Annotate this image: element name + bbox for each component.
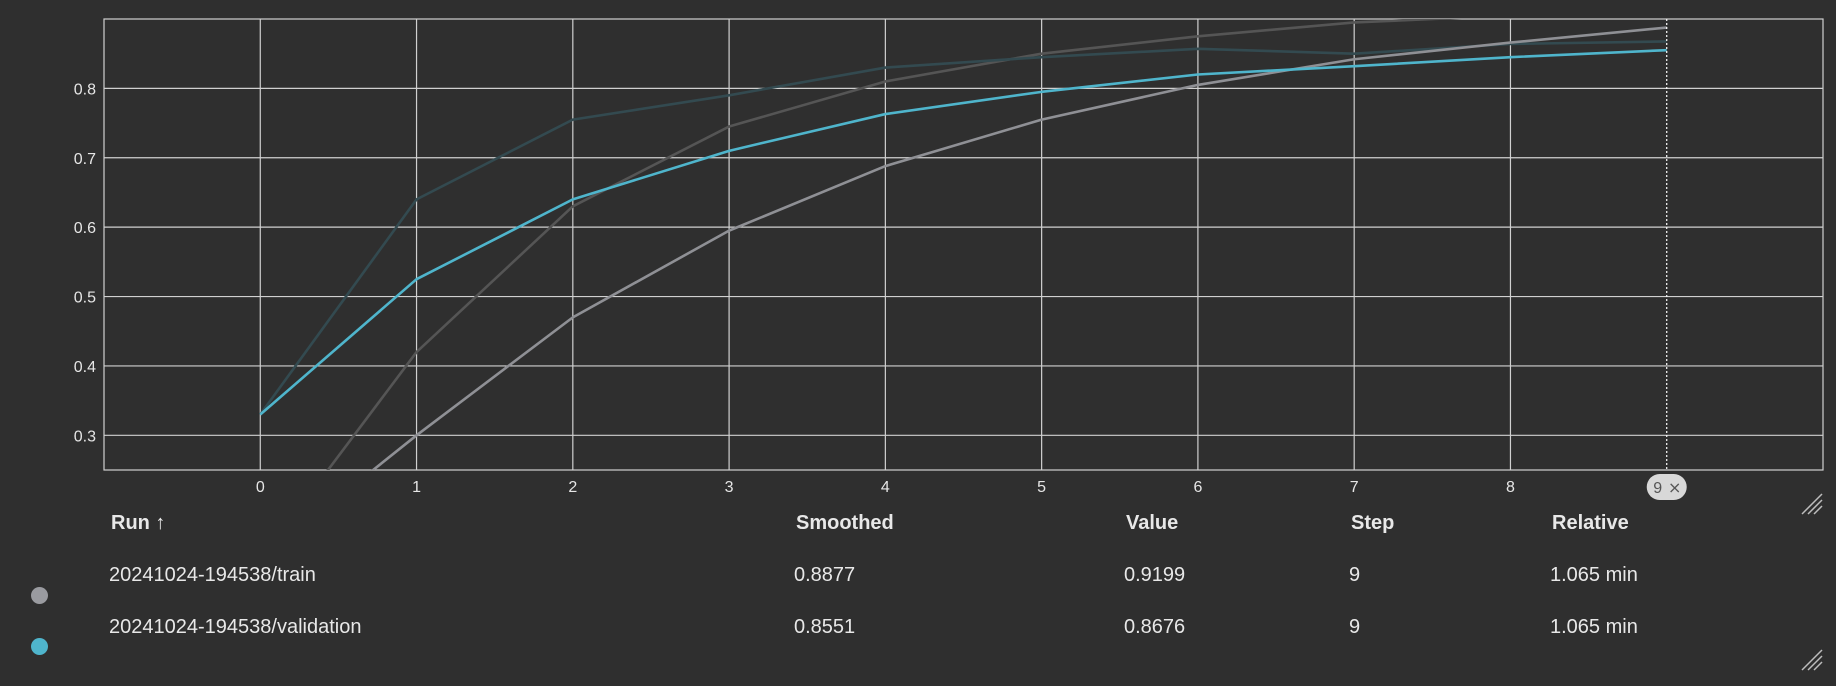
- cursor-step-label: 9: [1653, 480, 1662, 497]
- y-tick-label: 0.3: [74, 428, 96, 445]
- run-color-dot-validation[interactable]: [31, 638, 48, 655]
- x-tick-label: 0: [256, 479, 265, 496]
- close-icon[interactable]: ×: [1668, 478, 1681, 497]
- y-tick-label: 0.5: [74, 290, 96, 307]
- run-name: 20241024-194538/train: [109, 564, 316, 586]
- column-header-step: Step: [1351, 512, 1395, 534]
- x-tick-label: 1: [412, 479, 421, 496]
- series-line-1: [259, 40, 1667, 416]
- x-tick-label: 7: [1350, 479, 1359, 496]
- resize-icon: [1801, 649, 1823, 671]
- series-line-0: [326, 19, 1462, 470]
- x-tick-label: 2: [568, 479, 577, 496]
- column-header-relative: Relative: [1552, 512, 1629, 534]
- plot-frame: [103, 18, 1824, 471]
- y-tick-label: 0.4: [74, 359, 96, 376]
- chart-resize-handle[interactable]: [1798, 490, 1824, 516]
- smoothed-value: 0.8551: [794, 616, 856, 638]
- chart-grid: [103, 18, 1824, 471]
- raw-value: 0.9199: [1124, 564, 1186, 586]
- y-tick-label: 0.7: [74, 151, 96, 168]
- x-tick-label: 3: [725, 479, 734, 496]
- cursor-step-badge[interactable]: [1646, 474, 1687, 500]
- relative-time: 1.065 min: [1550, 616, 1638, 638]
- y-tick-label: 0.8: [74, 81, 96, 98]
- column-header-run[interactable]: Run ↑: [111, 512, 166, 534]
- step-value: 9: [1349, 616, 1361, 638]
- step-value: 9: [1349, 564, 1361, 586]
- resize-icon: [1801, 493, 1823, 515]
- column-header-value: Value: [1126, 512, 1179, 534]
- smoothed-value: 0.8877: [794, 564, 856, 586]
- run-name: 20241024-194538/validation: [109, 616, 362, 638]
- hover-cursor[interactable]: 9 ×: [1646, 19, 1687, 500]
- run-color-dot-train[interactable]: [31, 587, 48, 604]
- column-header-smoothed: Smoothed: [796, 512, 894, 534]
- relative-time: 1.065 min: [1550, 564, 1638, 586]
- series-line-2: [371, 26, 1667, 470]
- x-tick-label: 5: [1037, 479, 1046, 496]
- raw-value: 0.8676: [1124, 616, 1186, 638]
- y-tick-label: 0.6: [74, 220, 96, 237]
- series-line-3: [259, 48, 1667, 416]
- chart-series: [259, 19, 1667, 470]
- x-axis-ticks: 0 1 2 3 4 5 6 7 8: [256, 479, 1515, 496]
- x-tick-label: 4: [881, 479, 890, 496]
- x-tick-label: 6: [1193, 479, 1202, 496]
- y-axis-ticks: 0.3 0.4 0.5 0.6 0.7 0.8: [74, 81, 96, 445]
- x-tick-label: 8: [1506, 479, 1515, 496]
- table-resize-handle[interactable]: [1798, 646, 1824, 672]
